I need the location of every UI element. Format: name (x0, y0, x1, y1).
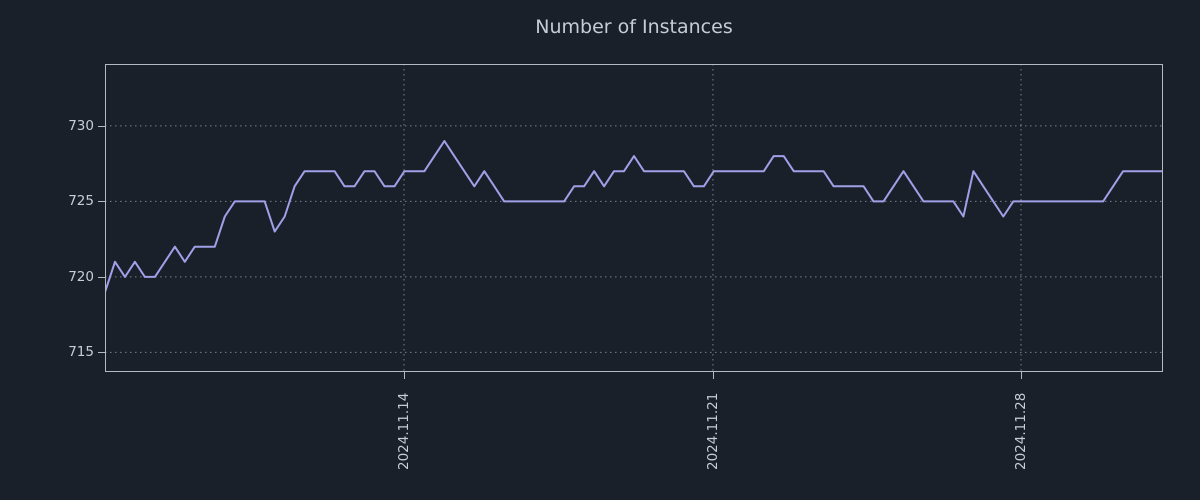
x-tick-mark (403, 372, 405, 379)
x-tick-label: 2024.11.21 (704, 392, 721, 470)
y-tick-mark (98, 201, 105, 203)
y-tick-label: 715 (68, 344, 94, 361)
y-tick-mark (98, 125, 105, 127)
x-tick-label: 2024.11.14 (395, 392, 412, 470)
y-tick-label: 720 (68, 268, 94, 285)
x-tick-mark (712, 372, 714, 379)
plot-border (105, 64, 1163, 372)
plot-svg (105, 64, 1163, 372)
x-tick-mark (1021, 372, 1023, 379)
gridlines (105, 64, 1163, 372)
y-tick-mark (98, 352, 105, 354)
data-line (105, 140, 1163, 293)
y-tick-label: 730 (68, 117, 94, 134)
x-tick-label: 2024.11.28 (1013, 392, 1030, 470)
y-tick-mark (98, 276, 105, 278)
plot-area (105, 64, 1163, 372)
y-tick-label: 725 (68, 193, 94, 210)
chart-title: Number of Instances (535, 16, 733, 38)
